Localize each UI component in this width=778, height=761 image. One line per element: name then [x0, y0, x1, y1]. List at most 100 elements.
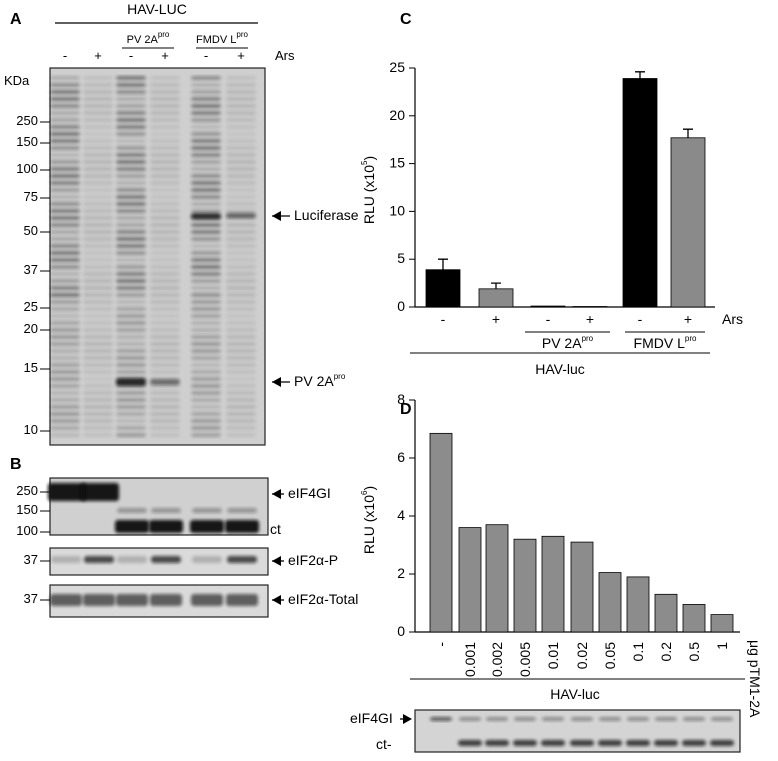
x-tick-label: -	[546, 311, 551, 327]
x-axis-label-part: HAV-luc	[550, 686, 600, 702]
band	[150, 202, 180, 206]
band	[50, 174, 80, 178]
band	[226, 209, 256, 213]
marker-label-part: 20	[24, 321, 38, 336]
band	[83, 167, 113, 171]
band	[226, 125, 256, 129]
bar	[530, 305, 566, 308]
x-tick-label-part: 0.002	[489, 642, 505, 677]
lane-label-part: +	[161, 48, 169, 63]
band	[83, 335, 113, 339]
band	[150, 398, 180, 402]
band	[226, 195, 256, 199]
band	[150, 139, 180, 143]
error-bar	[635, 71, 645, 79]
band	[227, 508, 257, 513]
band	[116, 363, 146, 367]
y-tick-label-part: 15	[389, 154, 405, 170]
band	[570, 740, 594, 746]
treatment-label-part: Ars	[722, 311, 743, 327]
band	[150, 328, 180, 332]
band	[150, 363, 180, 367]
band	[150, 594, 182, 606]
y-axis-label-part: )	[361, 156, 377, 161]
band	[116, 97, 146, 101]
band	[710, 740, 734, 746]
bar	[682, 604, 706, 633]
band	[50, 370, 80, 374]
band	[226, 370, 256, 374]
y-tick-label: 0	[397, 298, 405, 314]
band	[83, 412, 113, 416]
band	[149, 520, 183, 533]
band	[683, 717, 705, 721]
band	[50, 419, 80, 423]
band	[226, 213, 256, 218]
band	[116, 594, 148, 606]
band	[83, 209, 113, 213]
y-tick-label: 5	[397, 250, 405, 266]
band	[191, 293, 221, 297]
band	[226, 83, 256, 87]
band	[50, 244, 80, 248]
band	[191, 174, 221, 178]
band	[83, 272, 113, 276]
bar	[654, 593, 678, 633]
band	[191, 594, 223, 606]
band	[116, 216, 146, 220]
band	[191, 426, 221, 430]
bar	[429, 432, 453, 633]
band	[226, 76, 256, 80]
band	[226, 419, 256, 423]
band	[116, 181, 146, 185]
y-axis-label-sup: 6	[360, 490, 369, 495]
y-tick-label-part: 0	[397, 298, 405, 314]
arrow-label: PV 2Apro	[294, 372, 346, 389]
band	[191, 181, 221, 185]
arrow-head	[272, 489, 281, 499]
band	[486, 717, 508, 721]
band	[83, 342, 113, 346]
group-label-sup: pro	[685, 334, 697, 343]
band	[711, 717, 733, 721]
band	[150, 160, 180, 164]
band	[116, 167, 146, 171]
lane-label-part: +	[237, 48, 245, 63]
treatment-label: Ars	[722, 311, 743, 327]
band	[191, 223, 221, 227]
marker-label-part: 100	[16, 161, 38, 176]
band	[191, 104, 221, 108]
arrow-label-part: eIF2α-Total	[288, 591, 358, 607]
band	[116, 335, 146, 339]
band	[150, 97, 180, 101]
band	[83, 97, 113, 101]
marker-label-part: 37	[24, 552, 38, 567]
x-tick-label: -	[441, 311, 446, 327]
arrow-label: eIF2α-P	[288, 552, 338, 568]
x-tick-label: +	[684, 311, 692, 327]
band	[541, 740, 565, 746]
x-tick-label-part: +	[492, 311, 500, 327]
row-label: eIF4GI	[350, 710, 393, 726]
band	[191, 363, 221, 367]
group-label: FMDV Lpro	[196, 30, 248, 46]
band	[191, 419, 221, 423]
band	[116, 230, 146, 234]
bar	[710, 614, 734, 633]
x-tick-label: +	[492, 311, 500, 327]
lane-label: +	[94, 48, 102, 63]
band	[150, 258, 180, 262]
error-bar	[491, 282, 501, 289]
band	[83, 160, 113, 164]
band	[226, 153, 256, 157]
band	[48, 483, 86, 501]
x-tick-label: -	[638, 311, 643, 327]
band	[226, 328, 256, 332]
marker-label-part: 250	[16, 483, 38, 498]
band	[626, 740, 650, 746]
bar	[425, 269, 461, 308]
band	[226, 237, 256, 241]
band	[226, 244, 256, 248]
band	[150, 153, 180, 157]
band	[150, 314, 180, 318]
